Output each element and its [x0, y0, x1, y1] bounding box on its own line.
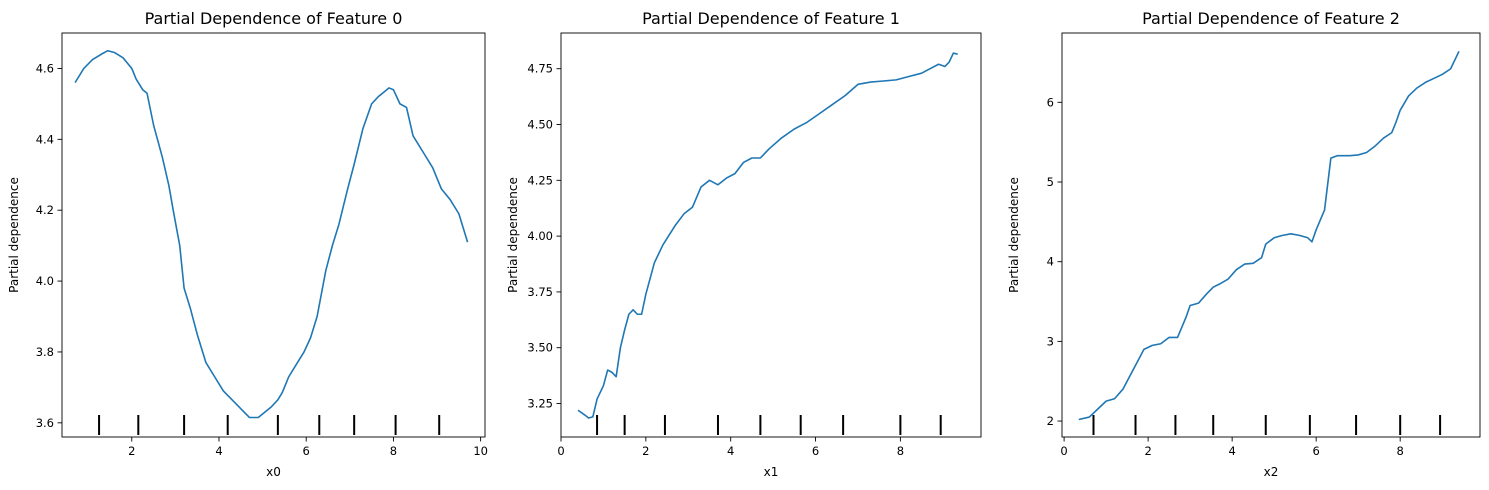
- axes-frame: [1061, 32, 1481, 438]
- y-axis-label: Partial dependence: [506, 177, 520, 293]
- plot-area: [1062, 33, 1480, 437]
- rug-marks: [1092, 415, 1442, 435]
- x-tick-label: 2: [642, 444, 649, 458]
- x-tick-label: 4: [727, 444, 734, 458]
- y-tick-label: 6: [1047, 95, 1054, 109]
- chart-title: Partial Dependence of Feature 0: [145, 9, 403, 28]
- y-tick-label: 4.00: [527, 229, 553, 243]
- x-tick-label: 2: [128, 444, 135, 458]
- series-line: [1078, 50, 1460, 421]
- x-tick-label: 10: [473, 444, 488, 458]
- subplot-feature-0: Partial Dependence of Feature 0 x0 Parti…: [7, 9, 488, 479]
- series-line: [74, 49, 469, 419]
- y-tick-label: 4.0: [36, 274, 54, 288]
- y-tick-label: 2: [1047, 414, 1054, 428]
- plot-area: [561, 33, 981, 437]
- y-tick-label: 5: [1047, 175, 1054, 189]
- y-axis-label: Partial dependence: [7, 177, 21, 293]
- x-tick-label: 8: [897, 444, 904, 458]
- x-tick-label: 8: [1397, 444, 1404, 458]
- y-tick-label: 3: [1047, 334, 1054, 348]
- subplot-feature-2: Partial Dependence of Feature 2 x2 Parti…: [1007, 9, 1481, 479]
- rug-marks: [98, 415, 441, 435]
- axes-frame: [560, 32, 982, 438]
- x-tick-label: 4: [215, 444, 222, 458]
- y-tick-label: 3.25: [527, 397, 553, 411]
- y-tick-label: 3.8: [36, 345, 54, 359]
- x-axis-label: x2: [1264, 465, 1279, 479]
- x-axis-label: x1: [764, 465, 779, 479]
- x-tick-label: 8: [390, 444, 397, 458]
- series-line: [577, 52, 958, 419]
- x-tick-label: 6: [1312, 444, 1319, 458]
- axis-ticks: 2 4 6 8 10 3.6 3.8 4.0 4.2 4.4 4.6: [36, 61, 488, 458]
- x-tick-label: 6: [303, 444, 310, 458]
- x-tick-label: 6: [812, 444, 819, 458]
- axes-frame: [61, 32, 486, 438]
- axis-ticks: 0 2 4 6 8 2 3 4 5 6: [1047, 95, 1404, 458]
- y-tick-label: 4.75: [527, 62, 553, 76]
- x-tick-label: 0: [557, 444, 564, 458]
- axis-ticks: 0 2 4 6 8 3.25 3.50 3.75 4.00 4.25 4.50 4.75: [527, 62, 904, 458]
- y-tick-label: 4: [1047, 255, 1054, 269]
- y-tick-label: 4.6: [36, 61, 54, 75]
- x-tick-label: 4: [1228, 444, 1235, 458]
- y-tick-label: 4.25: [527, 173, 553, 187]
- chart-title: Partial Dependence of Feature 2: [1142, 9, 1400, 28]
- y-tick-label: 4.2: [36, 203, 54, 217]
- x-tick-label: 0: [1060, 444, 1067, 458]
- y-tick-label: 4.50: [527, 118, 553, 132]
- plot-area: [62, 33, 485, 437]
- rug-marks: [596, 415, 942, 435]
- x-tick-label: 2: [1144, 444, 1151, 458]
- chart-title: Partial Dependence of Feature 1: [642, 9, 900, 28]
- x-axis-label: x0: [266, 465, 281, 479]
- y-tick-label: 3.6: [36, 416, 54, 430]
- y-axis-label: Partial dependence: [1007, 177, 1021, 293]
- y-tick-label: 3.75: [527, 285, 553, 299]
- subplot-feature-1: Partial Dependence of Feature 1 x1 Parti…: [506, 9, 982, 479]
- y-tick-label: 3.50: [527, 341, 553, 355]
- y-tick-label: 4.4: [36, 132, 54, 146]
